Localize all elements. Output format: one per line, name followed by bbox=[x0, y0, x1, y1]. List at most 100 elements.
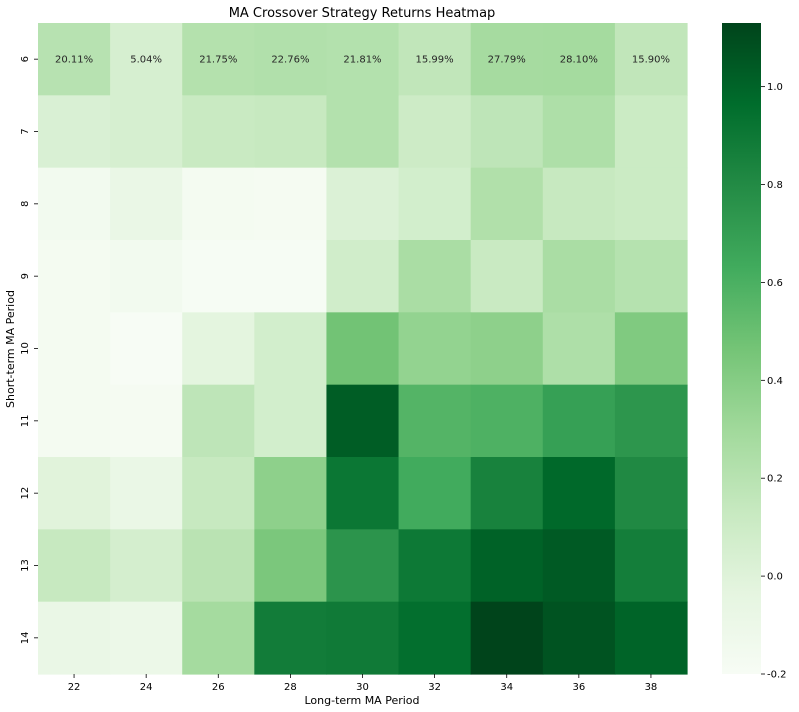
heatmap-cell bbox=[38, 312, 111, 386]
y-tick-label: 9 bbox=[20, 273, 31, 279]
colorbar-tick-label: 0.6 bbox=[767, 278, 783, 289]
cell-annotation: 21.75% bbox=[199, 55, 237, 66]
heatmap-cell bbox=[110, 601, 183, 675]
heatmap-cell bbox=[326, 529, 400, 603]
x-axis-label: Long-term MA Period bbox=[304, 694, 419, 707]
x-tick-label: 26 bbox=[212, 682, 225, 693]
heatmap-cell bbox=[326, 167, 400, 241]
heatmap-cell bbox=[182, 529, 255, 603]
y-tick-label: 11 bbox=[20, 414, 31, 427]
heatmap-cell bbox=[542, 167, 616, 241]
heatmap-cell bbox=[38, 529, 111, 603]
heatmap-cell bbox=[470, 167, 544, 241]
heatmap-cell bbox=[542, 529, 616, 603]
heatmap-cell bbox=[542, 95, 616, 169]
heatmap-cell bbox=[182, 457, 255, 530]
cell-annotation: 21.81% bbox=[343, 55, 381, 66]
heatmap-cell bbox=[398, 95, 472, 169]
heatmap-cell bbox=[470, 240, 544, 313]
heatmap-cell bbox=[542, 240, 616, 313]
heatmap-cell bbox=[182, 384, 255, 458]
heatmap-cell bbox=[254, 601, 328, 675]
heatmap-cell bbox=[38, 95, 111, 169]
heatmap-cell bbox=[614, 529, 688, 603]
heatmap-cell bbox=[38, 601, 111, 675]
heatmap-cell bbox=[470, 312, 544, 386]
heatmap-cell bbox=[110, 529, 183, 603]
heatmap-cell bbox=[182, 23, 255, 96]
heatmap-cell bbox=[614, 384, 688, 458]
x-tick-label: 24 bbox=[140, 682, 153, 693]
heatmap-cells bbox=[38, 23, 688, 675]
chart-title: MA Crossover Strategy Returns Heatmap bbox=[229, 6, 496, 21]
heatmap-cell bbox=[398, 384, 472, 458]
heatmap-cell bbox=[38, 457, 111, 530]
heatmap-cell bbox=[110, 457, 183, 530]
colorbar-tick-label: 0.4 bbox=[767, 376, 783, 387]
x-tick-label: 28 bbox=[284, 682, 297, 693]
heatmap-cell bbox=[470, 23, 544, 96]
heatmap-cell bbox=[542, 457, 616, 530]
heatmap-cell bbox=[182, 312, 255, 386]
heatmap-cell bbox=[110, 240, 183, 313]
heatmap-cell bbox=[470, 601, 544, 675]
heatmap-cell bbox=[398, 312, 472, 386]
heatmap-cell bbox=[38, 384, 111, 458]
colorbar-tick-label: 1.0 bbox=[767, 82, 783, 93]
heatmap-cell bbox=[470, 529, 544, 603]
x-tick-label: 32 bbox=[428, 682, 441, 693]
y-tick-label: 12 bbox=[20, 487, 31, 500]
heatmap-cell bbox=[614, 95, 688, 169]
heatmap-cell bbox=[326, 384, 400, 458]
heatmap-cell bbox=[110, 23, 183, 96]
y-axis-label: Short-term MA Period bbox=[4, 290, 17, 408]
heatmap-cell bbox=[326, 95, 400, 169]
heatmap-cell bbox=[398, 240, 472, 313]
cell-annotation: 28.10% bbox=[560, 55, 598, 66]
cell-annotation: 20.11% bbox=[55, 55, 93, 66]
colorbar-tick-label: 0.0 bbox=[767, 572, 783, 583]
colorbar-tick-label: 0.2 bbox=[767, 474, 783, 485]
y-tick-label: 8 bbox=[20, 201, 31, 207]
heatmap-cell-labels: 20.11% 5.04% 21.75% 22.76% 21.81% 15.99% 27.79… bbox=[55, 55, 670, 66]
heatmap-cell bbox=[182, 601, 255, 675]
cell-annotation: 15.90% bbox=[632, 55, 670, 66]
y-tick-label: 10 bbox=[20, 342, 31, 355]
colorbar bbox=[722, 23, 761, 674]
cell-annotation: 22.76% bbox=[271, 55, 309, 66]
y-axis-ticks: 6 7 8 9 10 11 12 13 14 bbox=[20, 56, 38, 644]
heatmap-cell bbox=[254, 240, 328, 313]
heatmap-cell bbox=[614, 457, 688, 530]
heatmap-cell bbox=[254, 529, 328, 603]
cell-annotation: 15.99% bbox=[416, 55, 454, 66]
heatmap-cell bbox=[182, 167, 255, 241]
heatmap-cell bbox=[614, 240, 688, 313]
heatmap-cell bbox=[398, 529, 472, 603]
x-axis-ticks: 22 24 26 28 30 32 34 36 38 bbox=[68, 674, 658, 693]
heatmap-cell bbox=[182, 95, 255, 169]
heatmap-cell bbox=[326, 240, 400, 313]
heatmap-cell bbox=[110, 384, 183, 458]
heatmap-cell bbox=[254, 384, 328, 458]
heatmap-cell bbox=[470, 457, 544, 530]
heatmap-cell bbox=[398, 167, 472, 241]
x-tick-label: 38 bbox=[645, 682, 658, 693]
y-tick-label: 7 bbox=[20, 128, 31, 134]
x-tick-label: 36 bbox=[572, 682, 585, 693]
heatmap-cell bbox=[110, 95, 183, 169]
heatmap-cell bbox=[470, 95, 544, 169]
x-tick-label: 22 bbox=[68, 682, 81, 693]
heatmap-cell bbox=[470, 384, 544, 458]
x-tick-label: 30 bbox=[356, 682, 369, 693]
heatmap-cell bbox=[254, 312, 328, 386]
cell-annotation: 5.04% bbox=[130, 55, 162, 66]
colorbar-ticks: -0.2 0.0 0.2 0.4 0.6 0.8 1.0 bbox=[761, 82, 787, 681]
heatmap-cell bbox=[110, 167, 183, 241]
heatmap-cell bbox=[326, 312, 400, 386]
y-tick-label: 6 bbox=[20, 56, 31, 62]
heatmap-cell bbox=[614, 601, 688, 675]
heatmap-cell bbox=[182, 240, 255, 313]
heatmap-cell bbox=[614, 23, 688, 96]
heatmap-cell bbox=[254, 23, 328, 96]
